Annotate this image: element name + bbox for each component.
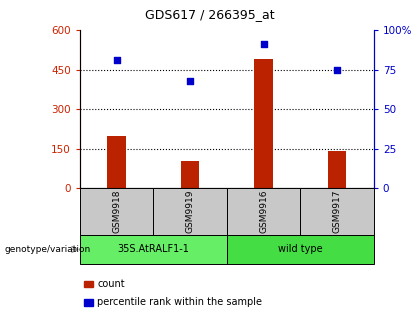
- Bar: [255, 59, 273, 188]
- Text: count: count: [97, 279, 125, 289]
- Point: [333, 67, 340, 73]
- Point: [113, 57, 120, 63]
- Point: [186, 78, 193, 83]
- Text: wild type: wild type: [278, 245, 323, 254]
- Text: GSM9917: GSM9917: [333, 190, 341, 234]
- Bar: [328, 151, 346, 188]
- Text: genotype/variation: genotype/variation: [4, 245, 90, 254]
- Bar: [108, 135, 126, 188]
- Text: GSM9919: GSM9919: [186, 190, 194, 234]
- Point: [260, 42, 267, 47]
- Text: GSM9916: GSM9916: [259, 190, 268, 234]
- Text: 35S.AtRALF1-1: 35S.AtRALF1-1: [117, 245, 189, 254]
- Text: GDS617 / 266395_at: GDS617 / 266395_at: [145, 8, 275, 22]
- Bar: [181, 161, 199, 188]
- Text: percentile rank within the sample: percentile rank within the sample: [97, 297, 262, 307]
- Text: GSM9918: GSM9918: [112, 190, 121, 234]
